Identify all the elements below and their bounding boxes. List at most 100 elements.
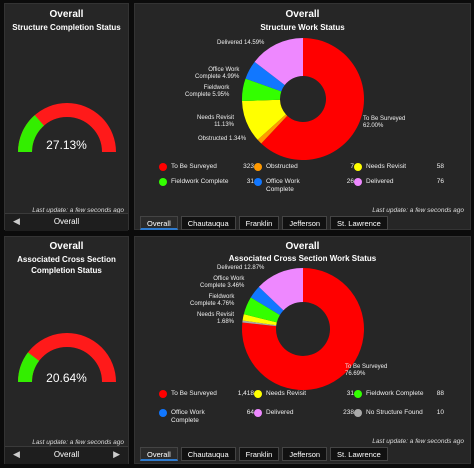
gauge-fill	[18, 115, 45, 153]
slice-needs-revisit[interactable]	[242, 99, 286, 140]
legend-swatch	[159, 178, 167, 186]
slice-delivered[interactable]	[254, 38, 303, 86]
gauge-value: 27.13%	[46, 138, 87, 152]
legend-value: 64	[246, 409, 254, 416]
nav-label: Overall	[53, 450, 80, 459]
gauge-subtitle: Structure Completion Status	[12, 23, 121, 32]
structure-gauge	[18, 103, 116, 153]
chart-legend: To Be Surveyed 1,418 Needs Revisit 31 Fieldw…	[135, 389, 472, 429]
tab-overall[interactable]: Overall	[140, 216, 178, 230]
prev-arrow-icon[interactable]: ◀	[13, 216, 20, 226]
legend-value: 238	[343, 409, 354, 416]
slice-no-structure-found[interactable]	[242, 320, 277, 327]
ann-office: Office Work Complete 3.46%	[200, 276, 245, 289]
last-update: Last update: a few seconds ago	[372, 438, 464, 445]
slice-obstructed[interactable]	[257, 114, 288, 144]
slice-fieldwork-complete[interactable]	[242, 78, 282, 102]
cross-section-chart-panel: Overall Associated Cross Section Work St…	[134, 236, 471, 464]
legend-swatch	[254, 163, 262, 171]
last-update: Last update: a few seconds ago	[32, 207, 124, 214]
ann-surveyed: To Be Surveyed 76.69%	[345, 364, 388, 377]
legend-label-fieldwork-complete[interactable]: Fieldwork Complete	[171, 178, 229, 185]
prev-arrow-icon[interactable]: ◀	[13, 449, 20, 459]
ann-delivered: Delivered 14.59%	[217, 40, 265, 46]
legend-swatch	[354, 409, 362, 417]
tab-jefferson[interactable]: Jefferson	[282, 216, 328, 230]
legend-swatch	[159, 390, 167, 398]
tab-chautauqua[interactable]: Chautauqua	[180, 447, 236, 461]
slice-office-work-complete[interactable]	[250, 286, 284, 316]
chart-subtitle: Structure Work Status	[260, 23, 345, 32]
next-arrow-icon[interactable]: ▶	[113, 449, 120, 459]
nav-label: Overall	[53, 217, 80, 226]
region-tabs: Overall Chautauqua Franklin Jefferson St. La…	[140, 447, 388, 462]
legend-value: 323	[243, 163, 254, 170]
ann-fieldwork: Fieldwork Complete 5.95%	[185, 85, 230, 98]
gauge-fill	[18, 352, 40, 383]
legend-label-office-work-complete[interactable]: Office Work Complete	[266, 178, 300, 193]
gauge-nav: ◀ Overall ▶	[5, 446, 128, 464]
legend-value: 31	[246, 178, 254, 185]
legend-swatch	[354, 178, 362, 186]
structure-gauge-panel: Overall Structure Completion Status 27.1…	[4, 3, 129, 231]
ann-surveyed: To Be Surveyed 62.00%	[363, 116, 406, 129]
legend-swatch	[254, 409, 262, 417]
legend-swatch	[159, 163, 167, 171]
slice-needs-revisit[interactable]	[242, 314, 277, 326]
legend-label-office-work-complete[interactable]: Office Work Complete	[171, 409, 205, 424]
legend-swatch	[354, 390, 362, 398]
chart-title: Overall	[285, 9, 320, 20]
gauge-nav: ◀ Overall	[5, 213, 128, 231]
last-update: Last update: a few seconds ago	[32, 439, 124, 446]
legend-value: 7	[350, 163, 354, 170]
cross-section-gauge	[18, 333, 116, 383]
legend-label-needs-revisit[interactable]: Needs Revisit	[266, 390, 307, 397]
tab-franklin[interactable]: Franklin	[238, 216, 280, 230]
ann-obstructed: Obstructed 1.34%	[198, 136, 247, 142]
legend-value: 10	[436, 409, 444, 416]
tab-st-lawrence[interactable]: St. Lawrence	[330, 216, 388, 230]
legend-value: 26	[346, 178, 354, 185]
legend-swatch	[254, 390, 262, 398]
legend-label-fieldwork-complete[interactable]: Fieldwork Complete	[366, 390, 424, 397]
gauge-value: 20.64%	[46, 371, 87, 385]
legend-value: 76	[436, 178, 444, 185]
gauge-title: Overall	[49, 241, 84, 252]
gauge-subtitle: Associated Cross Section Completion Stat…	[17, 255, 116, 275]
legend-swatch	[159, 409, 167, 417]
region-tabs: Overall Chautauqua Franklin Jefferson St. La…	[140, 216, 388, 231]
slice-to-be-surveyed[interactable]	[242, 268, 364, 390]
structure-chart-panel: Overall Structure Work Status Delivered …	[134, 3, 471, 230]
legend-value: 88	[436, 390, 444, 397]
legend-label-to-be-surveyed[interactable]: To Be Surveyed	[171, 390, 217, 397]
legend-label-delivered[interactable]: Delivered	[266, 409, 294, 416]
legend-value: 58	[436, 163, 444, 170]
chart-legend: To Be Surveyed 323 Obstructed 7 Needs Revisi…	[135, 161, 472, 197]
legend-label-obstructed[interactable]: Obstructed	[266, 163, 298, 170]
last-update: Last update: a few seconds ago	[372, 207, 464, 214]
chart-title: Overall	[285, 241, 320, 252]
slice-to-be-surveyed[interactable]	[261, 38, 364, 161]
slice-fieldwork-complete[interactable]	[243, 297, 280, 323]
legend-label-delivered[interactable]: Delivered	[366, 178, 394, 185]
gauge-title: Overall	[49, 9, 84, 20]
tab-franklin[interactable]: Franklin	[238, 447, 280, 461]
structure-donut-chart	[242, 38, 364, 161]
tab-overall[interactable]: Overall	[140, 447, 178, 461]
ann-office: Office Work Complete 4.99%	[195, 67, 240, 80]
legend-label-no-structure-found[interactable]: No Structure Found	[366, 409, 423, 416]
legend-swatch	[254, 178, 262, 186]
tab-st-lawrence[interactable]: St. Lawrence	[330, 447, 388, 461]
ann-fieldwork: Fieldwork Complete 4.76%	[190, 294, 235, 307]
ann-revisit: Needs Revisit 11.13%	[197, 115, 235, 128]
slice-office-work-complete[interactable]	[245, 61, 285, 92]
chart-subtitle: Associated Cross Section Work Status	[228, 254, 377, 263]
legend-value: 1,418	[237, 390, 254, 397]
tab-jefferson[interactable]: Jefferson	[282, 447, 328, 461]
legend-label-to-be-surveyed[interactable]: To Be Surveyed	[171, 163, 217, 170]
legend-label-needs-revisit[interactable]: Needs Revisit	[366, 163, 407, 170]
cross-section-gauge-panel: Overall Associated Cross Section Complet…	[4, 236, 129, 464]
tab-chautauqua[interactable]: Chautauqua	[180, 216, 236, 230]
slice-delivered[interactable]	[258, 268, 303, 311]
ann-delivered: Delivered 12.87%	[217, 265, 265, 271]
